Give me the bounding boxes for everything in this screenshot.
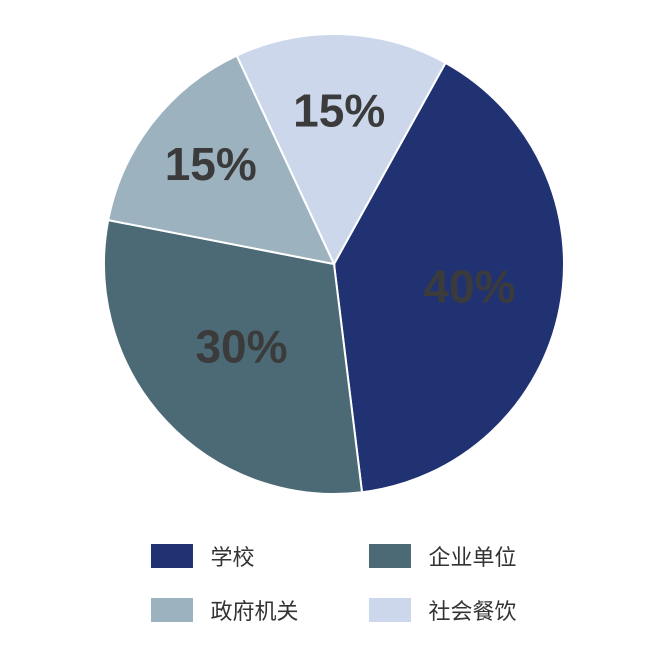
legend-swatch [150,544,192,568]
legend-label: 社会餐饮 [429,594,517,626]
legend-swatch [369,544,411,568]
legend-label: 企业单位 [429,540,517,572]
slice-label: 40% [423,260,515,312]
legend: 学校 企业单位 政府机关 社会餐饮 [150,540,516,626]
legend-swatch [369,598,411,622]
pie-chart: 40% 30% 15% 15% [84,14,584,519]
legend-swatch [150,598,192,622]
legend-label: 学校 [210,540,254,572]
pie-svg: 40% 30% 15% 15% [84,14,584,514]
slice-label: 30% [195,320,287,372]
legend-item: 企业单位 [369,540,517,572]
legend-item: 政府机关 [150,594,298,626]
legend-item: 社会餐饮 [369,594,517,626]
slice-label: 15% [164,138,256,190]
slice-label: 15% [293,85,385,137]
legend-label: 政府机关 [210,594,298,626]
chart-container: 40% 30% 15% 15% 学校 企业单位 政府机关 社会餐饮 [0,0,667,651]
legend-item: 学校 [150,540,298,572]
